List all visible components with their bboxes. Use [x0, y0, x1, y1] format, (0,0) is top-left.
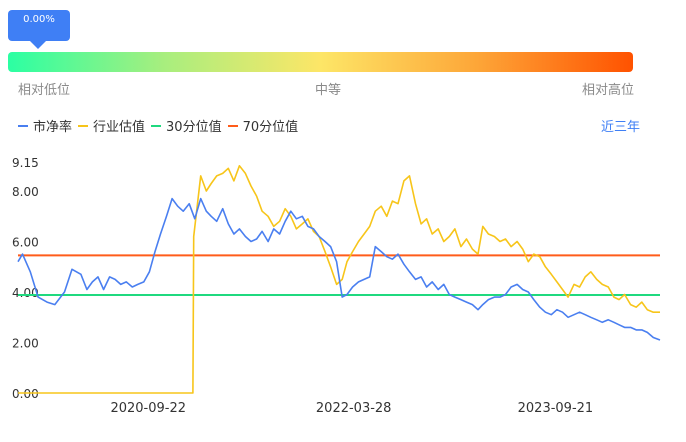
series-line-industry — [18, 165, 660, 394]
percentile-label: 0.00% — [23, 14, 55, 25]
y-tick-label: 9.15 — [12, 156, 39, 170]
gauge-high-label: 相对高位 — [582, 83, 635, 98]
legend-label-industry: 行业估值 — [93, 120, 146, 135]
legend-swatch-p30 — [151, 124, 162, 127]
valuation-gradient-bar — [8, 52, 633, 72]
legend-label-p70: 70分位值 — [242, 120, 299, 135]
legend-swatch-p70 — [227, 124, 238, 127]
x-tick-label: 2022-03-28 — [316, 401, 392, 416]
series-line-pb — [17, 197, 661, 341]
legend-item-p70[interactable]: 70分位值 — [227, 116, 299, 135]
gauge-mid-label: 中等 — [315, 83, 342, 98]
legend-item-p30[interactable]: 30分位值 — [151, 116, 222, 135]
chart-legend: 市净率 行业估值 30分位值 70分位值 — [18, 116, 304, 135]
percentile-badge: 0.00% — [8, 10, 70, 49]
y-tick-label: 8.00 — [12, 185, 39, 199]
legend-swatch-pb — [18, 124, 28, 127]
legend-swatch-industry — [78, 124, 89, 127]
y-tick-label: 2.00 — [12, 337, 39, 351]
x-tick-label: 2023-09-21 — [518, 401, 594, 416]
y-tick-label: 6.00 — [12, 236, 39, 250]
y-tick-label: 0.00 — [12, 387, 39, 401]
x-tick-label: 2020-09-22 — [110, 401, 186, 416]
legend-label-p30: 30分位值 — [166, 120, 222, 135]
legend-item-industry[interactable]: 行业估值 — [78, 116, 145, 135]
legend-item-pb[interactable]: 市净率 — [18, 116, 72, 135]
gauge-low-label: 相对低位 — [18, 83, 71, 98]
legend-label-pb: 市净率 — [33, 120, 73, 135]
y-tick-label: 4.00 — [12, 286, 39, 300]
range-three-years-button[interactable]: 近三年 — [600, 120, 640, 135]
